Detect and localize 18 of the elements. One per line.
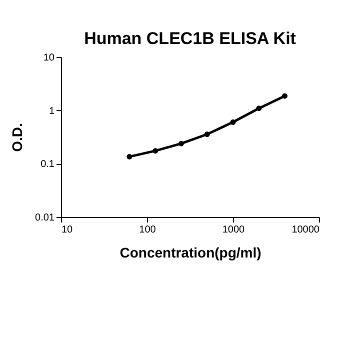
y-tick-label: 1 (48, 106, 55, 117)
x-tick-label: 100 (139, 224, 156, 236)
y-axis-title: O.D. (9, 123, 26, 152)
x-tick-label: 1000 (222, 224, 246, 236)
point (256, 106, 262, 112)
point (282, 93, 288, 99)
chart-title: Human CLEC1B ELISA Kit (84, 29, 296, 48)
y-tick-label: 0.01 (35, 212, 55, 224)
point (126, 154, 132, 160)
point (230, 119, 236, 125)
point (204, 132, 210, 137)
x-axis-title: Concentration(pg/ml) (120, 244, 262, 260)
y-tick-label: 0.1 (40, 159, 55, 170)
point (152, 148, 158, 154)
x-tick-label: 10000 (292, 224, 320, 236)
x-tick-label: 10 (62, 224, 74, 236)
y-tick-label: 10 (43, 52, 55, 64)
point (178, 140, 184, 146)
